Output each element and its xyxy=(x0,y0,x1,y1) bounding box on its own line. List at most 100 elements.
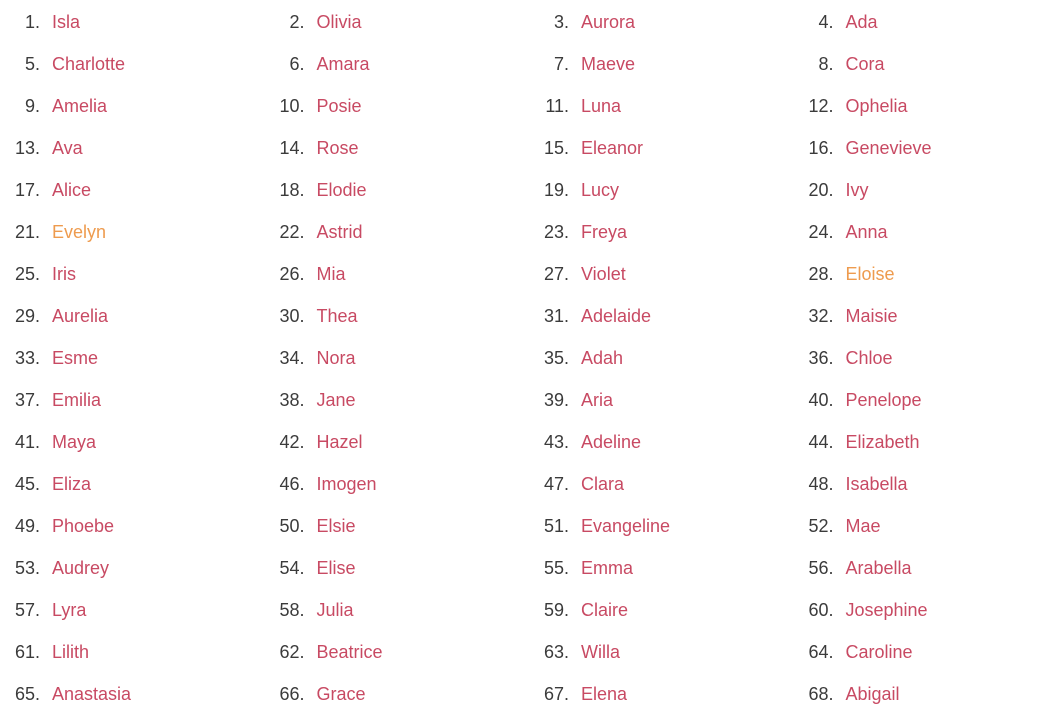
name-link-penelope[interactable]: Penelope xyxy=(846,390,922,410)
name-link-audrey[interactable]: Audrey xyxy=(52,558,109,578)
list-item: 62.Beatrice xyxy=(265,631,530,673)
name-link-aria[interactable]: Aria xyxy=(581,390,613,410)
name-link-elise[interactable]: Elise xyxy=(317,558,356,578)
name-link-ivy[interactable]: Ivy xyxy=(846,180,869,200)
list-item: 1.Isla xyxy=(0,1,265,43)
name-link-maeve[interactable]: Maeve xyxy=(581,54,635,74)
name-link-josephine[interactable]: Josephine xyxy=(846,600,928,620)
rank-number: 33. xyxy=(0,337,40,379)
name-link-charlotte[interactable]: Charlotte xyxy=(52,54,125,74)
rank-number: 67. xyxy=(529,673,569,715)
rank-number: 20. xyxy=(794,169,834,211)
name-link-cora[interactable]: Cora xyxy=(846,54,885,74)
name-link-grace[interactable]: Grace xyxy=(317,684,366,704)
rank-number: 35. xyxy=(529,337,569,379)
name-link-thea[interactable]: Thea xyxy=(317,306,358,326)
name-link-violet[interactable]: Violet xyxy=(581,264,626,284)
list-item: 10.Posie xyxy=(265,85,530,127)
name-link-eliza[interactable]: Eliza xyxy=(52,474,91,494)
name-link-abigail[interactable]: Abigail xyxy=(846,684,900,704)
list-item: 55.Emma xyxy=(529,547,794,589)
name-link-hazel[interactable]: Hazel xyxy=(317,432,363,452)
list-item: 30.Thea xyxy=(265,295,530,337)
name-link-eloise[interactable]: Eloise xyxy=(846,264,895,284)
name-link-esme[interactable]: Esme xyxy=(52,348,98,368)
name-link-rose[interactable]: Rose xyxy=(317,138,359,158)
name-link-elena[interactable]: Elena xyxy=(581,684,627,704)
name-link-isla[interactable]: Isla xyxy=(52,12,80,32)
name-link-elizabeth[interactable]: Elizabeth xyxy=(846,432,920,452)
name-link-alice[interactable]: Alice xyxy=(52,180,91,200)
name-link-aurelia[interactable]: Aurelia xyxy=(52,306,108,326)
list-item: 42.Hazel xyxy=(265,421,530,463)
name-link-imogen[interactable]: Imogen xyxy=(317,474,377,494)
list-item: 9.Amelia xyxy=(0,85,265,127)
name-link-caroline[interactable]: Caroline xyxy=(846,642,913,662)
name-link-freya[interactable]: Freya xyxy=(581,222,627,242)
rank-number: 16. xyxy=(794,127,834,169)
name-link-ada[interactable]: Ada xyxy=(846,12,878,32)
name-link-arabella[interactable]: Arabella xyxy=(846,558,912,578)
name-link-adeline[interactable]: Adeline xyxy=(581,432,641,452)
name-link-adah[interactable]: Adah xyxy=(581,348,623,368)
name-link-mae[interactable]: Mae xyxy=(846,516,881,536)
name-link-isabella[interactable]: Isabella xyxy=(846,474,908,494)
list-item: 24.Anna xyxy=(794,211,1058,253)
list-item: 47.Clara xyxy=(529,463,794,505)
name-link-ava[interactable]: Ava xyxy=(52,138,83,158)
name-link-astrid[interactable]: Astrid xyxy=(317,222,363,242)
name-link-willa[interactable]: Willa xyxy=(581,642,620,662)
rank-number: 52. xyxy=(794,505,834,547)
name-link-anastasia[interactable]: Anastasia xyxy=(52,684,131,704)
name-link-evelyn[interactable]: Evelyn xyxy=(52,222,106,242)
name-link-beatrice[interactable]: Beatrice xyxy=(317,642,383,662)
rank-number: 13. xyxy=(0,127,40,169)
name-link-claire[interactable]: Claire xyxy=(581,600,628,620)
name-link-adelaide[interactable]: Adelaide xyxy=(581,306,651,326)
name-link-emilia[interactable]: Emilia xyxy=(52,390,101,410)
name-link-eleanor[interactable]: Eleanor xyxy=(581,138,643,158)
name-link-luna[interactable]: Luna xyxy=(581,96,621,116)
name-link-clara[interactable]: Clara xyxy=(581,474,624,494)
list-item: 26.Mia xyxy=(265,253,530,295)
name-link-lucy[interactable]: Lucy xyxy=(581,180,619,200)
name-link-olivia[interactable]: Olivia xyxy=(317,12,362,32)
name-link-mia[interactable]: Mia xyxy=(317,264,346,284)
list-item: 20. Ivy xyxy=(794,169,1058,211)
list-item: 54.Elise xyxy=(265,547,530,589)
name-link-elodie[interactable]: Elodie xyxy=(317,180,367,200)
list-item: 43.Adeline xyxy=(529,421,794,463)
rank-number: 4. xyxy=(794,1,834,43)
name-link-elsie[interactable]: Elsie xyxy=(317,516,356,536)
name-link-phoebe[interactable]: Phoebe xyxy=(52,516,114,536)
name-link-amelia[interactable]: Amelia xyxy=(52,96,107,116)
list-item: 46.Imogen xyxy=(265,463,530,505)
name-link-jane[interactable]: Jane xyxy=(317,390,356,410)
rank-number: 36. xyxy=(794,337,834,379)
list-item: 34.Nora xyxy=(265,337,530,379)
rank-number: 68. xyxy=(794,673,834,715)
rank-number: 22. xyxy=(265,211,305,253)
list-item: 31.Adelaide xyxy=(529,295,794,337)
name-link-amara[interactable]: Amara xyxy=(317,54,370,74)
name-link-lyra[interactable]: Lyra xyxy=(52,600,86,620)
name-link-posie[interactable]: Posie xyxy=(317,96,362,116)
name-link-ophelia[interactable]: Ophelia xyxy=(846,96,908,116)
name-link-maya[interactable]: Maya xyxy=(52,432,96,452)
name-link-emma[interactable]: Emma xyxy=(581,558,633,578)
name-link-nora[interactable]: Nora xyxy=(317,348,356,368)
name-link-iris[interactable]: Iris xyxy=(52,264,76,284)
list-item: 3.Aurora xyxy=(529,1,794,43)
name-link-julia[interactable]: Julia xyxy=(317,600,354,620)
name-link-maisie[interactable]: Maisie xyxy=(846,306,898,326)
rank-number: 6. xyxy=(265,43,305,85)
name-link-chloe[interactable]: Chloe xyxy=(846,348,893,368)
rank-number: 32. xyxy=(794,295,834,337)
name-link-evangeline[interactable]: Evangeline xyxy=(581,516,670,536)
name-link-aurora[interactable]: Aurora xyxy=(581,12,635,32)
name-link-anna[interactable]: Anna xyxy=(846,222,888,242)
rank-number: 11. xyxy=(529,85,569,127)
name-link-genevieve[interactable]: Genevieve xyxy=(846,138,932,158)
list-item: 27.Violet xyxy=(529,253,794,295)
name-link-lilith[interactable]: Lilith xyxy=(52,642,89,662)
